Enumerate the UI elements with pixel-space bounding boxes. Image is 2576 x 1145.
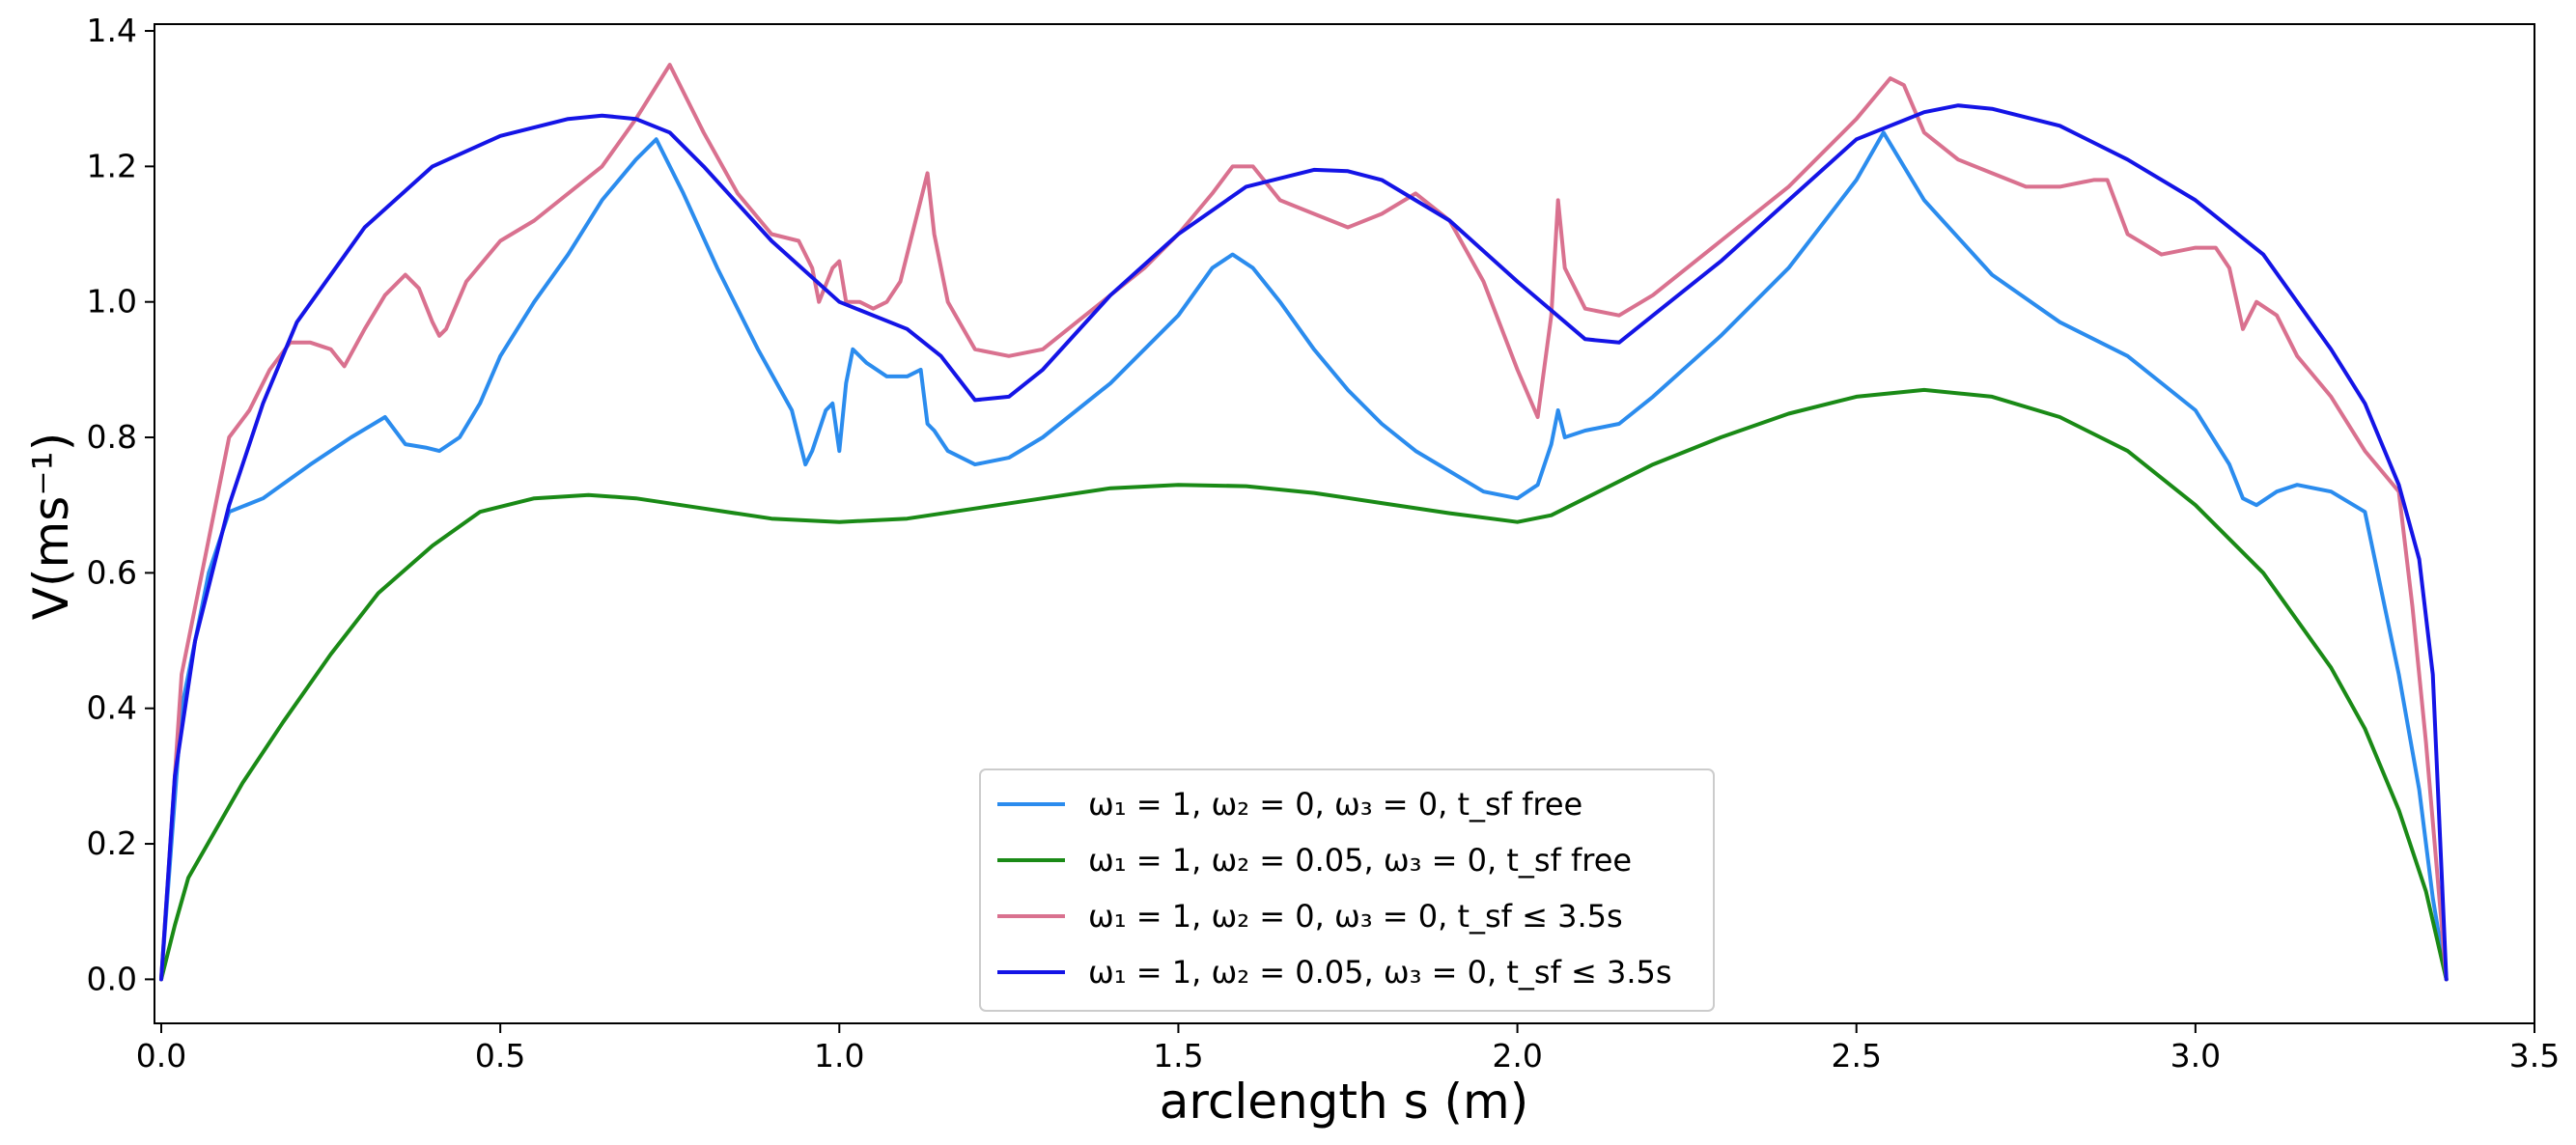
x-tick-label: 2.5 (1831, 1037, 1881, 1075)
x-tick-label: 0.0 (136, 1037, 186, 1075)
legend-label: ω₁ = 1, ω₂ = 0, ω₃ = 0, t_sf free (1088, 786, 1582, 823)
x-tick-label: 1.5 (1153, 1037, 1203, 1075)
legend-label: ω₁ = 1, ω₂ = 0, ω₃ = 0, t_sf ≤ 3.5s (1088, 898, 1623, 935)
x-tick-label: 3.0 (2170, 1037, 2221, 1075)
legend-box (979, 768, 1715, 1012)
plot-frame (154, 23, 2535, 1024)
axis-ticks: 0.0 0.5 1.0 1.5 2.0 2.5 3.0 3.5 0.0 0.2 0.4 0.6 0.8 1… (87, 12, 2561, 1075)
x-tick-label: 0.5 (475, 1037, 525, 1075)
y-tick-label: 1.4 (87, 12, 137, 49)
x-tick-label: 2.0 (1492, 1037, 1542, 1075)
x-axis-title: arclength s (m) (1160, 1074, 1529, 1130)
y-tick-label: 0.2 (87, 824, 137, 862)
y-tick-label: 0.4 (87, 689, 137, 727)
series-line-1 (159, 130, 2449, 982)
series-lines (159, 63, 2449, 982)
x-tick-label: 1.0 (814, 1037, 864, 1075)
series-line-2 (159, 387, 2449, 982)
y-tick-label: 1.2 (87, 147, 137, 184)
y-tick-label: 0.8 (87, 418, 137, 456)
y-tick-label: 0.0 (87, 960, 137, 997)
y-tick-label: 0.6 (87, 553, 137, 591)
y-axis-title: V(ms⁻¹) (23, 433, 79, 620)
legend-label: ω₁ = 1, ω₂ = 0.05, ω₃ = 0, t_sf ≤ 3.5s (1088, 954, 1672, 991)
x-tick-label: 3.5 (2509, 1037, 2560, 1075)
legend-label: ω₁ = 1, ω₂ = 0.05, ω₃ = 0, t_sf free (1088, 842, 1632, 879)
series-line-4 (159, 103, 2449, 982)
y-tick-label: 1.0 (87, 283, 137, 321)
legend: ω₁ = 1, ω₂ = 0, ω₃ = 0, t_sf free ω₁ = 1,… (979, 768, 1715, 1012)
